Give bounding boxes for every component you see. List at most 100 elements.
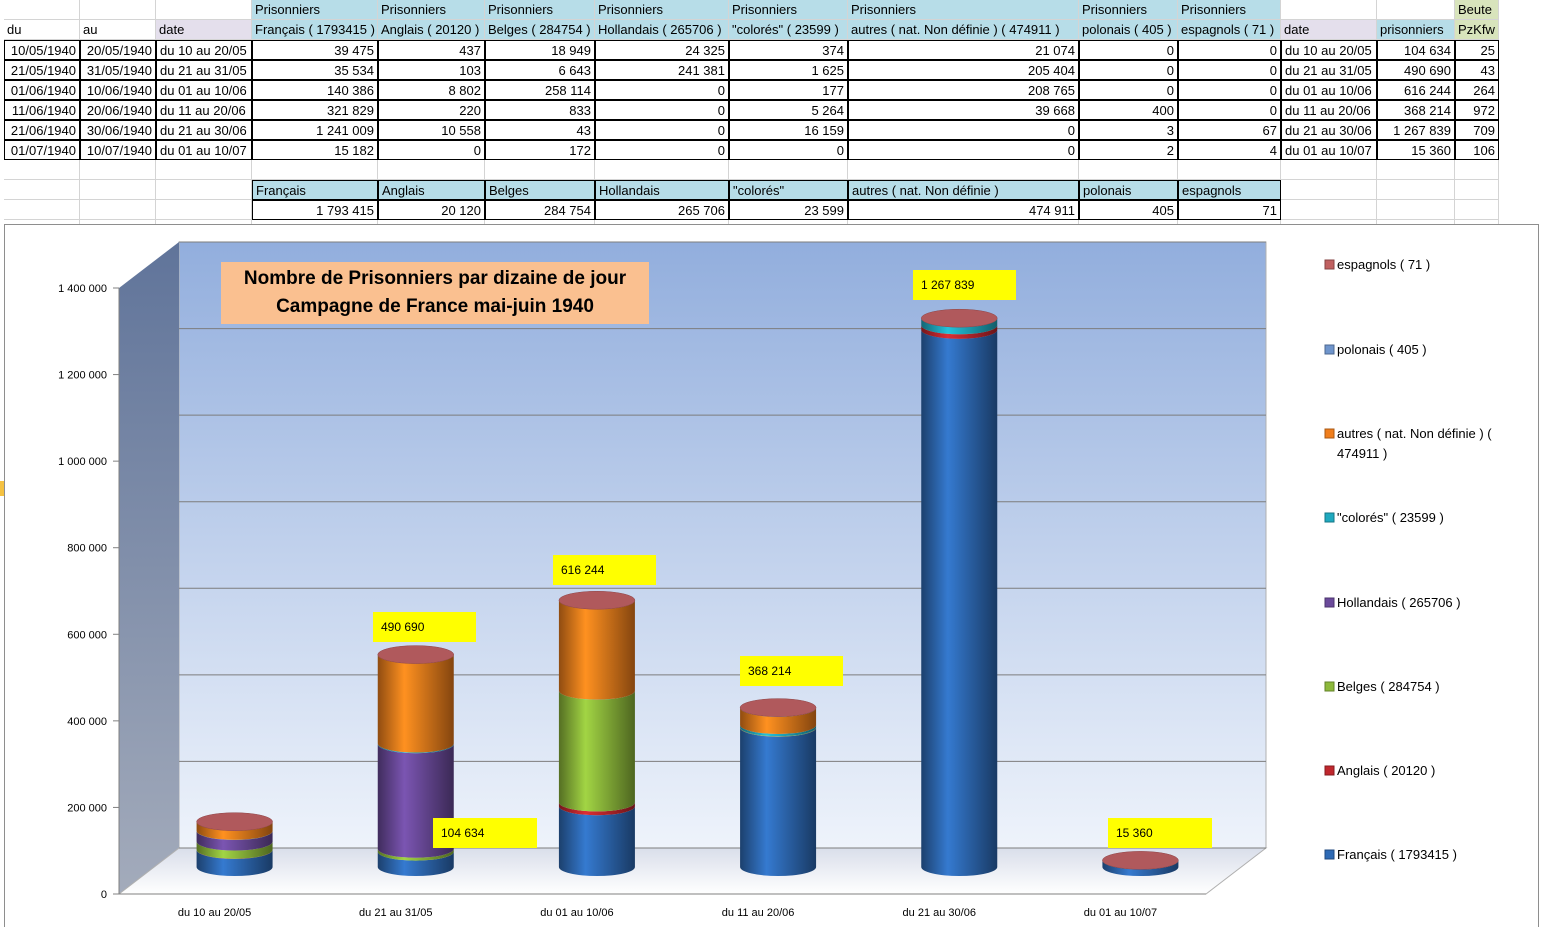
column-header-cell[interactable]: Hollandais ( 265706 ) (595, 20, 729, 40)
bar-segment[interactable] (740, 727, 817, 876)
data-cell[interactable]: 01/07/1940 (4, 140, 80, 160)
bar-segment[interactable] (1102, 860, 1179, 876)
empty-cell[interactable] (4, 180, 80, 200)
data-cell[interactable]: 0 (848, 140, 1079, 160)
data-cell[interactable]: 21/06/1940 (4, 120, 80, 140)
data-label[interactable]: 616 244 (553, 555, 656, 585)
bar-segment[interactable] (740, 707, 817, 734)
data-cell[interactable]: 321 829 (252, 100, 378, 120)
header-cell[interactable]: Prisonniers (485, 0, 595, 20)
data-cell[interactable]: du 01 au 10/07 (156, 140, 252, 160)
data-cell[interactable]: 43 (485, 120, 595, 140)
data-cell[interactable]: 4 (1178, 140, 1281, 160)
data-cell[interactable]: 3 (1079, 120, 1178, 140)
empty-cell[interactable] (252, 160, 378, 180)
bar-segment[interactable] (921, 318, 998, 335)
data-cell[interactable]: 258 114 (485, 80, 595, 100)
data-cell[interactable]: 0 (1079, 60, 1178, 80)
data-cell[interactable]: 10 558 (378, 120, 485, 140)
totals-value-cell[interactable]: 265 706 (595, 200, 729, 220)
column-header-cell[interactable]: espagnols ( 71 ) (1178, 20, 1281, 40)
data-label[interactable]: 15 360 (1108, 818, 1212, 848)
data-cell[interactable]: 972 (1455, 100, 1499, 120)
totals-header-cell[interactable]: polonais (1079, 180, 1178, 200)
bar-stack[interactable] (921, 308, 998, 876)
data-cell[interactable]: 140 386 (252, 80, 378, 100)
bar-segment[interactable] (921, 325, 998, 339)
data-cell[interactable]: 0 (1178, 40, 1281, 60)
data-cell[interactable]: du 01 au 10/06 (156, 80, 252, 100)
header-cell[interactable]: Prisonniers (378, 0, 485, 20)
totals-header-cell[interactable]: "colorés" (729, 180, 848, 200)
data-cell[interactable]: 264 (1455, 80, 1499, 100)
data-cell[interactable]: 10/05/1940 (4, 40, 80, 60)
header-cell[interactable] (1377, 0, 1455, 20)
column-header-cell[interactable]: autres ( nat. Non définie ) ( 474911 ) (848, 20, 1079, 40)
data-cell[interactable]: 400 (1079, 100, 1178, 120)
data-cell[interactable]: du 21 au 30/06 (1281, 120, 1377, 140)
data-cell[interactable]: 35 534 (252, 60, 378, 80)
data-cell[interactable]: 0 (729, 140, 848, 160)
legend-entry[interactable]: Hollandais ( 265706 ) (1337, 595, 1461, 610)
data-cell[interactable]: du 21 au 31/05 (156, 60, 252, 80)
header-cell[interactable]: Prisonniers (595, 0, 729, 20)
column-header-cell[interactable]: Belges ( 284754 ) (485, 20, 595, 40)
data-cell[interactable]: 21 074 (848, 40, 1079, 60)
totals-value-cell[interactable]: 474 911 (848, 200, 1079, 220)
data-cell[interactable]: 437 (378, 40, 485, 60)
data-cell[interactable]: 1 625 (729, 60, 848, 80)
bar-segment[interactable] (196, 849, 273, 876)
bar-segment[interactable] (196, 830, 273, 851)
data-cell[interactable]: 0 (1079, 80, 1178, 100)
data-cell[interactable]: 0 (595, 140, 729, 160)
empty-cell[interactable] (1455, 160, 1499, 180)
data-cell[interactable]: 01/06/1940 (4, 80, 80, 100)
bar-segment[interactable] (558, 806, 635, 876)
data-cell[interactable]: 10/07/1940 (80, 140, 156, 160)
empty-cell[interactable] (80, 180, 156, 200)
header-cell[interactable]: Beute (1455, 0, 1499, 20)
data-cell[interactable]: 18 949 (485, 40, 595, 60)
chart-title[interactable]: Nombre de Prisonniers par dizaine de jou… (221, 262, 649, 324)
data-cell[interactable]: 0 (595, 80, 729, 100)
bar-segment[interactable] (377, 851, 454, 876)
data-cell[interactable]: 208 765 (848, 80, 1079, 100)
data-cell[interactable]: 43 (1455, 60, 1499, 80)
data-cell[interactable]: 241 381 (595, 60, 729, 80)
data-cell[interactable]: 31/05/1940 (80, 60, 156, 80)
data-cell[interactable]: 103 (378, 60, 485, 80)
data-cell[interactable]: 39 668 (848, 100, 1079, 120)
data-cell[interactable]: du 01 au 10/06 (1281, 80, 1377, 100)
empty-cell[interactable] (80, 200, 156, 220)
data-cell[interactable]: 0 (848, 120, 1079, 140)
data-cell[interactable]: 0 (595, 100, 729, 120)
data-cell[interactable]: 5 264 (729, 100, 848, 120)
legend-entry[interactable]: polonais ( 405 ) (1337, 342, 1427, 357)
header-cell[interactable] (80, 0, 156, 20)
header-cell[interactable]: Prisonniers (848, 0, 1079, 20)
data-cell[interactable]: 2 (1079, 140, 1178, 160)
data-cell[interactable]: 172 (485, 140, 595, 160)
header-cell[interactable]: Prisonniers (252, 0, 378, 20)
data-cell[interactable]: 39 475 (252, 40, 378, 60)
data-cell[interactable]: 0 (1178, 60, 1281, 80)
data-cell[interactable]: 15 182 (252, 140, 378, 160)
data-cell[interactable]: 0 (1178, 80, 1281, 100)
empty-cell[interactable] (729, 160, 848, 180)
data-cell[interactable]: 25 (1455, 40, 1499, 60)
header-cell[interactable] (1281, 0, 1377, 20)
data-label[interactable]: 104 634 (433, 818, 537, 848)
totals-header-cell[interactable]: Français (252, 180, 378, 200)
data-cell[interactable]: 0 (1178, 100, 1281, 120)
data-cell[interactable]: 368 214 (1377, 100, 1455, 120)
data-cell[interactable]: 177 (729, 80, 848, 100)
data-cell[interactable]: 67 (1178, 120, 1281, 140)
column-header-cell[interactable]: du (4, 20, 80, 40)
data-cell[interactable]: 20/05/1940 (80, 40, 156, 60)
empty-cell[interactable] (595, 160, 729, 180)
data-cell[interactable]: du 10 au 20/05 (156, 40, 252, 60)
totals-value-cell[interactable]: 1 793 415 (252, 200, 378, 220)
legend-entry[interactable]: "colorés" ( 23599 ) (1337, 510, 1444, 525)
header-cell[interactable] (156, 0, 252, 20)
data-cell[interactable]: 1 241 009 (252, 120, 378, 140)
